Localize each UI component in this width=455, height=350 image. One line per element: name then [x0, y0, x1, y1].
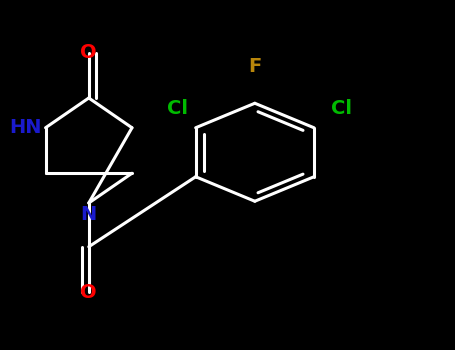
Text: N: N [81, 205, 97, 224]
Text: O: O [81, 283, 97, 302]
Text: Cl: Cl [331, 99, 352, 118]
Text: O: O [81, 43, 97, 62]
Text: F: F [248, 57, 262, 76]
Text: Cl: Cl [167, 99, 188, 118]
Text: HN: HN [10, 118, 42, 137]
